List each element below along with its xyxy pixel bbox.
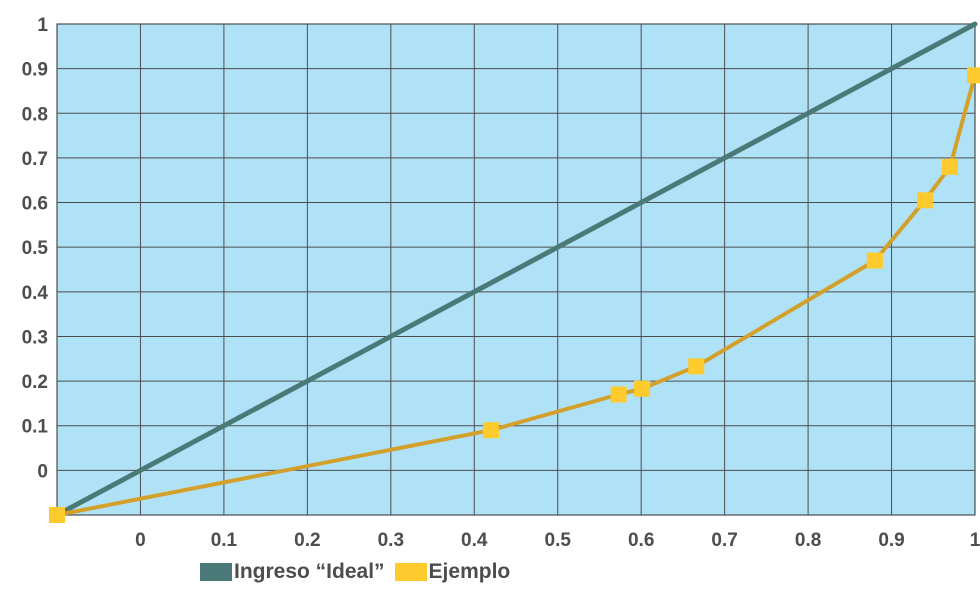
series-line-ideal [54, 21, 978, 518]
series-markers [49, 67, 980, 523]
data-point-marker [634, 380, 651, 397]
y-tick-label: 0.1 [22, 417, 49, 438]
legend-swatch-ejemplo [394, 563, 427, 581]
y-tick-label: 0.8 [22, 104, 48, 125]
x-tick-label: 0.3 [378, 530, 404, 551]
x-tick-label: 0 [135, 530, 146, 551]
x-tick-label: 0.4 [461, 530, 488, 551]
y-tick-label: 0.3 [22, 327, 48, 348]
legend-item-ideal: Ingreso “Ideal” [200, 560, 385, 584]
data-point-marker [49, 507, 65, 523]
y-tick-label: 1 [37, 15, 48, 36]
x-tick-label: 0.1 [211, 530, 238, 551]
data-point-marker [688, 358, 705, 375]
x-axis-tick-labels: 0 0.1 0.2 0.3 0.4 0.5 0.6 0.7 0.8 0.9 1 [135, 530, 980, 551]
y-tick-label: 0.4 [22, 283, 49, 304]
y-tick-label: 0 [37, 461, 48, 482]
data-point-marker [916, 192, 933, 209]
y-tick-label: 0.6 [22, 194, 48, 215]
legend-label-ideal: Ingreso “Ideal” [234, 560, 385, 583]
legend: Ingreso “Ideal” Ejemplo [200, 560, 520, 584]
y-tick-label: 0.2 [22, 372, 48, 393]
x-tick-label: 1 [970, 530, 980, 551]
data-point-marker [967, 67, 980, 84]
y-tick-label: 0.7 [22, 149, 48, 170]
x-tick-label: 0.9 [878, 530, 904, 551]
grid-lines [56, 23, 976, 516]
data-point-marker [482, 422, 499, 439]
data-point-marker [866, 252, 883, 269]
legend-item-ejemplo: Ejemplo [394, 560, 511, 584]
data-point-marker [610, 386, 627, 403]
y-tick-label: 0.9 [22, 60, 48, 81]
x-tick-label: 0.2 [294, 530, 320, 551]
legend-swatch-ideal [200, 563, 232, 581]
x-tick-label: 0.5 [545, 530, 572, 551]
x-tick-label: 0.8 [795, 530, 821, 551]
data-point-marker [941, 158, 958, 175]
legend-label-ejemplo: Ejemplo [428, 560, 511, 583]
y-axis-tick-labels: 0 0.1 0.2 0.3 0.4 0.5 0.6 0.7 0.8 0.9 1 [22, 15, 49, 482]
x-tick-label: 0.6 [628, 530, 654, 551]
x-tick-label: 0.7 [711, 530, 737, 551]
y-tick-label: 0.5 [22, 238, 49, 259]
